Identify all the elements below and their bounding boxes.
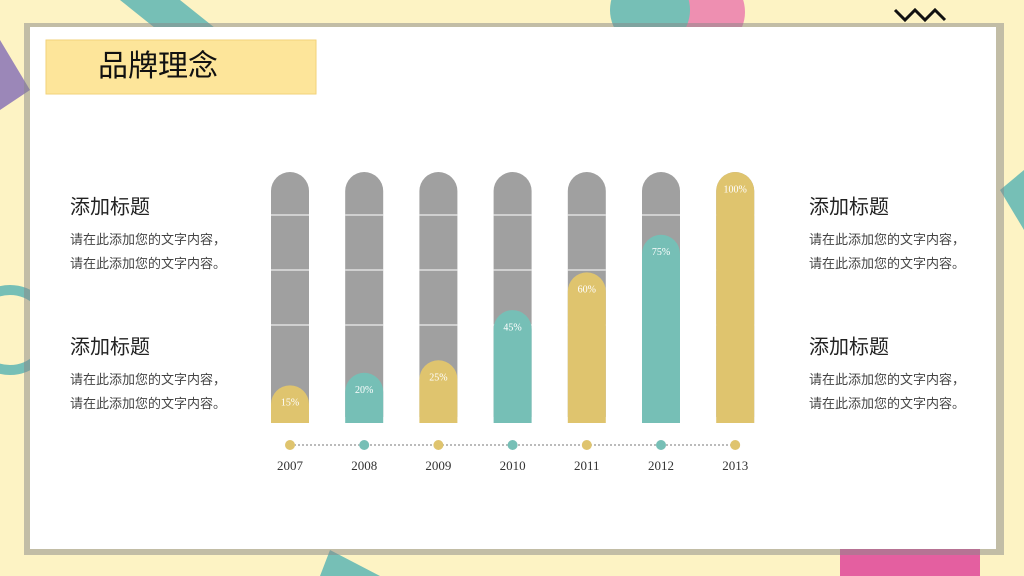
bar-track xyxy=(419,172,458,423)
decor xyxy=(1000,170,1024,230)
timeline-dot xyxy=(359,440,370,450)
bar xyxy=(567,272,606,423)
panel-text: 请在此添加您的文字内容， xyxy=(809,372,965,387)
bar-track xyxy=(345,172,384,423)
chart: 15% 2007 20% 2008 25% 2009 45% 2010 60% 2011 75% 20… xyxy=(271,172,755,473)
x-tick-label: 2009 xyxy=(425,458,451,473)
panel-text: 请在此添加您的文字内容。 xyxy=(809,396,965,411)
bar xyxy=(493,310,532,423)
x-tick-label: 2011 xyxy=(574,458,600,473)
panel-title: 添加标题 xyxy=(70,335,150,358)
bar xyxy=(642,234,680,423)
title-box xyxy=(45,39,317,95)
slide-title: 品牌理念 xyxy=(98,50,218,83)
panel-text: 请在此添加您的文字内容。 xyxy=(809,256,965,271)
value-label: 20% xyxy=(355,385,373,396)
decor xyxy=(0,40,30,110)
panel-text: 请在此添加您的文字内容。 xyxy=(70,396,226,411)
panel-text: 请在此添加您的文字内容， xyxy=(809,232,965,247)
x-tick-label: 2013 xyxy=(722,458,748,473)
panel-title: 添加标题 xyxy=(809,335,889,358)
x-tick-label: 2010 xyxy=(500,458,526,473)
value-label: 25% xyxy=(429,373,447,384)
panel-text: 请在此添加您的文字内容， xyxy=(70,372,226,387)
decor xyxy=(320,550,380,576)
bar-track xyxy=(271,172,309,423)
x-tick-label: 2012 xyxy=(648,458,674,473)
x-tick-label: 2008 xyxy=(351,458,377,473)
value-label: 45% xyxy=(503,322,521,333)
panel-title: 添加标题 xyxy=(809,195,889,218)
panel-text: 请在此添加您的文字内容， xyxy=(70,232,226,247)
bar xyxy=(419,360,458,423)
value-label: 15% xyxy=(281,398,299,409)
timeline-dot xyxy=(507,440,518,450)
timeline-dot xyxy=(656,440,666,450)
panels: 添加标题请在此添加您的文字内容，请在此添加您的文字内容。添加标题请在此添加您的文… xyxy=(70,195,965,411)
x-tick-label: 2007 xyxy=(277,458,304,473)
bar xyxy=(716,172,755,423)
timeline-dot xyxy=(285,440,295,450)
decor xyxy=(893,7,947,23)
timeline-dot xyxy=(433,440,444,450)
value-label: 75% xyxy=(652,247,670,258)
bar xyxy=(345,372,384,423)
panel-title: 添加标题 xyxy=(70,195,150,218)
timeline-dot xyxy=(581,440,592,450)
bar xyxy=(271,385,309,423)
value-label: 100% xyxy=(724,184,747,195)
timeline-dot xyxy=(730,440,741,450)
panel-text: 请在此添加您的文字内容。 xyxy=(70,256,226,271)
value-label: 60% xyxy=(578,285,596,296)
